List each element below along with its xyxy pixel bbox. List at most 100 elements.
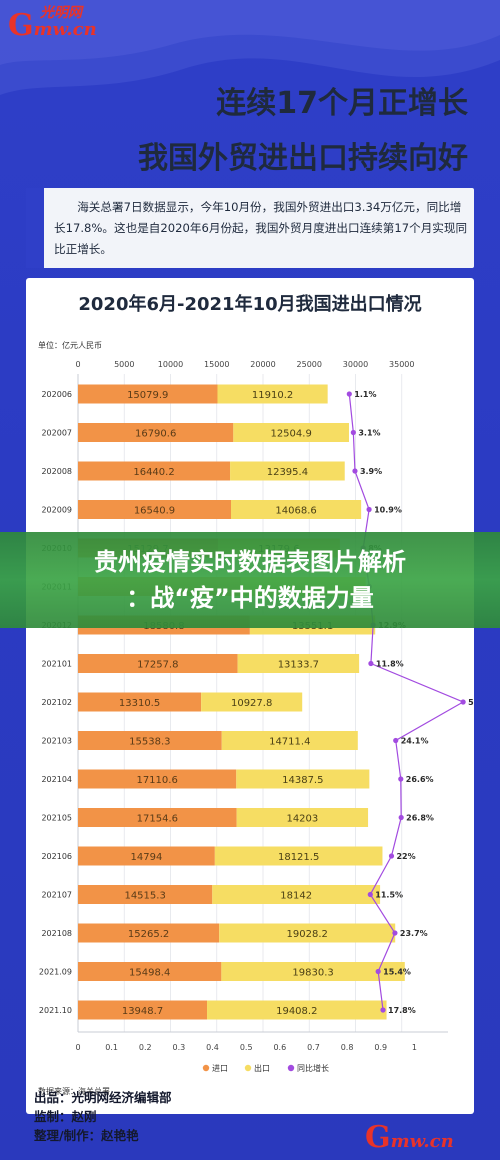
brand-logo-bottom: Gmw.cn	[365, 1120, 454, 1155]
data-label-export: 19028.2	[287, 929, 328, 940]
growth-point	[346, 391, 352, 397]
growth-data-label: 11.5%	[375, 891, 403, 900]
x-bottom-tick-label: 0.8	[341, 1043, 354, 1052]
x-top-tick-label: 20000	[250, 360, 275, 369]
growth-data-label: 3.9%	[360, 467, 382, 476]
growth-data-label: 26.8%	[406, 814, 434, 823]
bar-export	[236, 769, 370, 789]
growth-point	[388, 853, 395, 859]
brand-logo-domain-bottom: mw.cn	[390, 1131, 454, 1152]
y-category-label: 202009	[41, 506, 72, 515]
brand-logo-domain: mw.cn	[33, 19, 97, 40]
data-label-import: 13310.5	[119, 698, 160, 709]
growth-data-label: 24.1%	[401, 737, 429, 746]
brand-logo-top: Gmw.cn 光明网	[8, 5, 97, 43]
growth-line	[348, 393, 465, 1011]
growth-data-label: 15.4%	[383, 968, 411, 977]
x-top-tick-label: 15000	[204, 360, 229, 369]
y-category-label: 202006	[41, 390, 72, 399]
data-label-export: 10927.8	[231, 698, 272, 709]
legend-label: 出口	[254, 1063, 270, 1073]
credits-block: 出品：光明网经济编辑部 监制：赵刚 整理/制作：赵艳艳	[34, 1088, 172, 1145]
x-bottom-tick-label: 1	[412, 1043, 417, 1052]
bar-export	[237, 654, 360, 673]
bar-export	[221, 731, 358, 750]
data-label-import: 17257.8	[137, 660, 178, 671]
bar-export	[207, 1000, 387, 1020]
data-label-import: 13948.7	[122, 1006, 163, 1017]
summary-text: 海关总署7日数据显示，今年10月份，我国外贸进出口3.34万亿元，同比增长17.…	[54, 200, 468, 256]
x-bottom-tick-label: 0.3	[173, 1043, 186, 1052]
bar-export	[221, 962, 405, 981]
chart-svg: 单位：亿元人民币 0 5000 10000 15000 20000 25000 30000 35…	[38, 340, 474, 1096]
bar-import	[78, 500, 232, 519]
y-category-label: 202103	[41, 737, 72, 746]
bar-import	[78, 846, 215, 866]
data-label-import: 15538.3	[129, 737, 170, 748]
y-category-label: 202108	[41, 929, 72, 938]
overlay-caption-line-2: ：战“疫”中的数据力量	[126, 584, 374, 612]
y-category-label: 202107	[41, 891, 72, 900]
data-label-import: 16790.6	[135, 429, 176, 440]
data-label-export: 14203	[286, 814, 318, 825]
data-label-export: 19408.2	[276, 1006, 317, 1017]
growth-data-label: 10.9%	[374, 506, 402, 515]
bar-import	[78, 461, 231, 481]
bar-import	[78, 692, 202, 712]
brand-logo-cn: 光明网	[40, 5, 82, 21]
y-category-label: 202105	[41, 814, 72, 823]
data-label-import: 17110.6	[136, 775, 177, 786]
data-label-export: 14387.5	[282, 775, 323, 786]
y-category-label: 202101	[41, 660, 72, 669]
data-label-import: 15265.2	[128, 929, 169, 940]
legend-label: 同比增长	[297, 1063, 329, 1073]
growth-point	[398, 776, 404, 782]
bar-export	[212, 885, 381, 904]
data-label-export: 14711.4	[269, 737, 310, 748]
legend-marker	[202, 1064, 210, 1072]
x-bottom-tick-label: 0.1	[105, 1043, 118, 1052]
growth-data-label: 22%	[396, 852, 415, 861]
x-bottom-tick-label: 0.9	[374, 1043, 387, 1052]
data-label-export: 14068.6	[275, 506, 316, 517]
bar-export	[214, 846, 383, 866]
bar-import	[78, 423, 234, 442]
bar-export	[233, 423, 349, 442]
y-category-label: 2021.10	[39, 1006, 72, 1015]
x-bottom-tick-label: 0.4	[206, 1043, 219, 1052]
bar-import	[78, 654, 238, 673]
x-bottom-tick-label: 0	[75, 1043, 80, 1052]
growth-point	[393, 737, 399, 744]
legend-marker	[244, 1064, 252, 1072]
growth-point	[460, 699, 466, 705]
bar-import	[78, 731, 222, 750]
bar-import	[78, 808, 237, 827]
headline-line-2: 我国外贸进出口持续向好	[138, 141, 468, 176]
growth-point	[367, 891, 373, 898]
bar-import	[78, 1000, 208, 1020]
x-bottom-tick-label: 0.2	[139, 1043, 152, 1052]
chart-unit-label: 单位：亿元人民币	[38, 340, 102, 350]
growth-data-label: 57.5%	[468, 698, 474, 707]
x-top-tick-label: 10000	[158, 360, 183, 369]
growth-data-label: 1.1%	[354, 390, 376, 399]
data-label-import: 16440.2	[133, 467, 174, 478]
header-wave-decoration	[0, 0, 500, 95]
x-top-tick-label: 30000	[343, 360, 368, 369]
growth-data-label: 3.1%	[358, 429, 380, 438]
data-label-import: 16540.9	[134, 506, 175, 517]
credit-producer: 出品：光明网经济编辑部	[34, 1090, 172, 1105]
chart-title: 2020年6月-2021年10月我国进出口情况	[78, 294, 422, 315]
bar-export	[230, 461, 345, 481]
overlay-caption-band	[0, 532, 500, 628]
legend-label: 进口	[212, 1064, 228, 1073]
y-category-label: 202007	[41, 429, 72, 438]
bar-import	[78, 923, 220, 943]
y-category-label: 202106	[41, 852, 72, 861]
x-bottom-tick-label: 0.7	[307, 1043, 320, 1052]
x-top-tick-label: 5000	[114, 360, 134, 369]
growth-point	[350, 429, 356, 436]
growth-data-label: 11.8%	[376, 660, 404, 669]
y-category-label: 2021.09	[39, 968, 72, 977]
y-category-label: 202104	[41, 775, 72, 784]
